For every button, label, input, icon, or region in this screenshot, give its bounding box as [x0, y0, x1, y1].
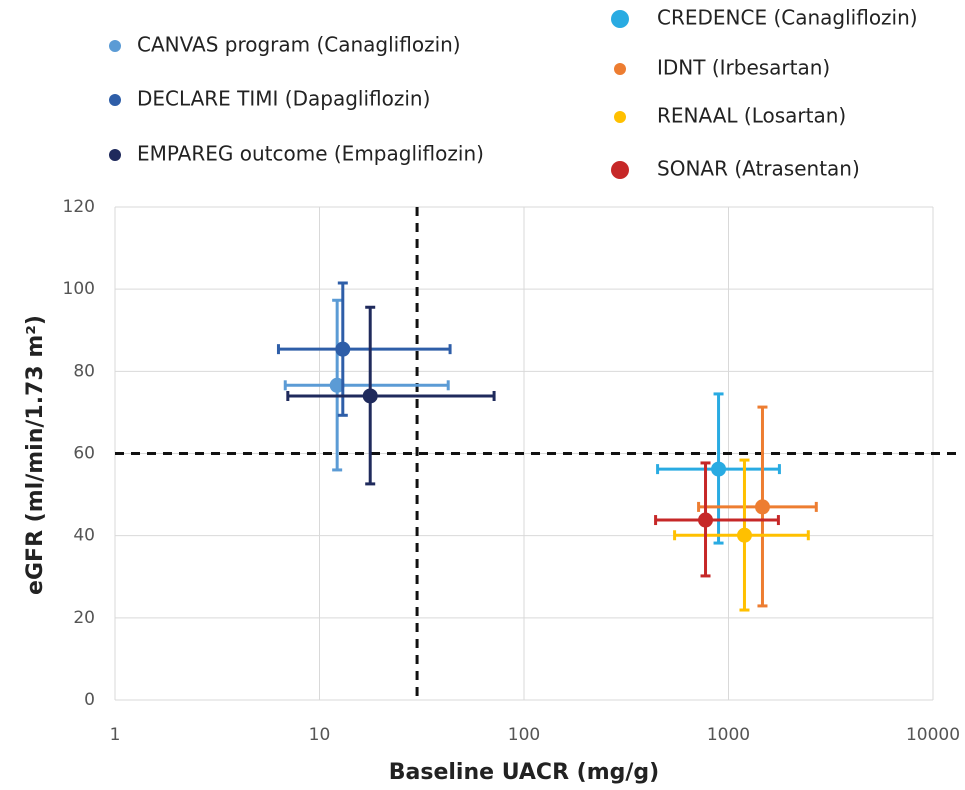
legend-label: CREDENCE (Canagliflozin) [657, 6, 918, 30]
legend-marker [614, 63, 626, 75]
legend-label: IDNT (Irbesartan) [657, 56, 830, 80]
y-tick-label: 60 [73, 444, 95, 464]
x-tick-label: 10 [309, 725, 331, 745]
legend-marker [611, 10, 629, 28]
x-axis-title: Baseline UACR (mg/g) [389, 760, 659, 785]
point [698, 512, 714, 528]
x-tick-label: 1000 [707, 725, 750, 745]
y-axis-title: eGFR (ml/min/1.73 m²) [23, 315, 48, 595]
legend-label: DECLARE TIMI (Dapagliflozin) [137, 87, 430, 111]
y-tick-label: 100 [63, 279, 95, 299]
legend-label: SONAR (Atrasentan) [657, 157, 860, 181]
y-tick-label: 20 [73, 608, 95, 628]
y-tick-label: 120 [63, 197, 95, 217]
legend-marker [611, 161, 629, 179]
legend-label: RENAAL (Losartan) [657, 104, 846, 128]
legend-marker [109, 149, 121, 161]
legend-marker [109, 94, 121, 106]
y-tick-label: 80 [73, 361, 95, 381]
point [754, 499, 770, 515]
point [736, 527, 752, 543]
point [362, 388, 378, 404]
x-tick-label: 10000 [906, 725, 960, 745]
x-tick-label: 1 [110, 725, 121, 745]
legend-label: CANVAS program (Canagliflozin) [137, 33, 461, 57]
x-tick-label: 100 [508, 725, 540, 745]
y-tick-label: 0 [84, 690, 95, 710]
legend-marker [614, 111, 626, 123]
point [711, 461, 727, 477]
point [329, 377, 345, 393]
point [335, 341, 351, 357]
y-tick-label: 40 [73, 526, 95, 546]
legend-marker [109, 40, 121, 52]
legend-label: EMPAREG outcome (Empagliflozin) [137, 142, 484, 166]
